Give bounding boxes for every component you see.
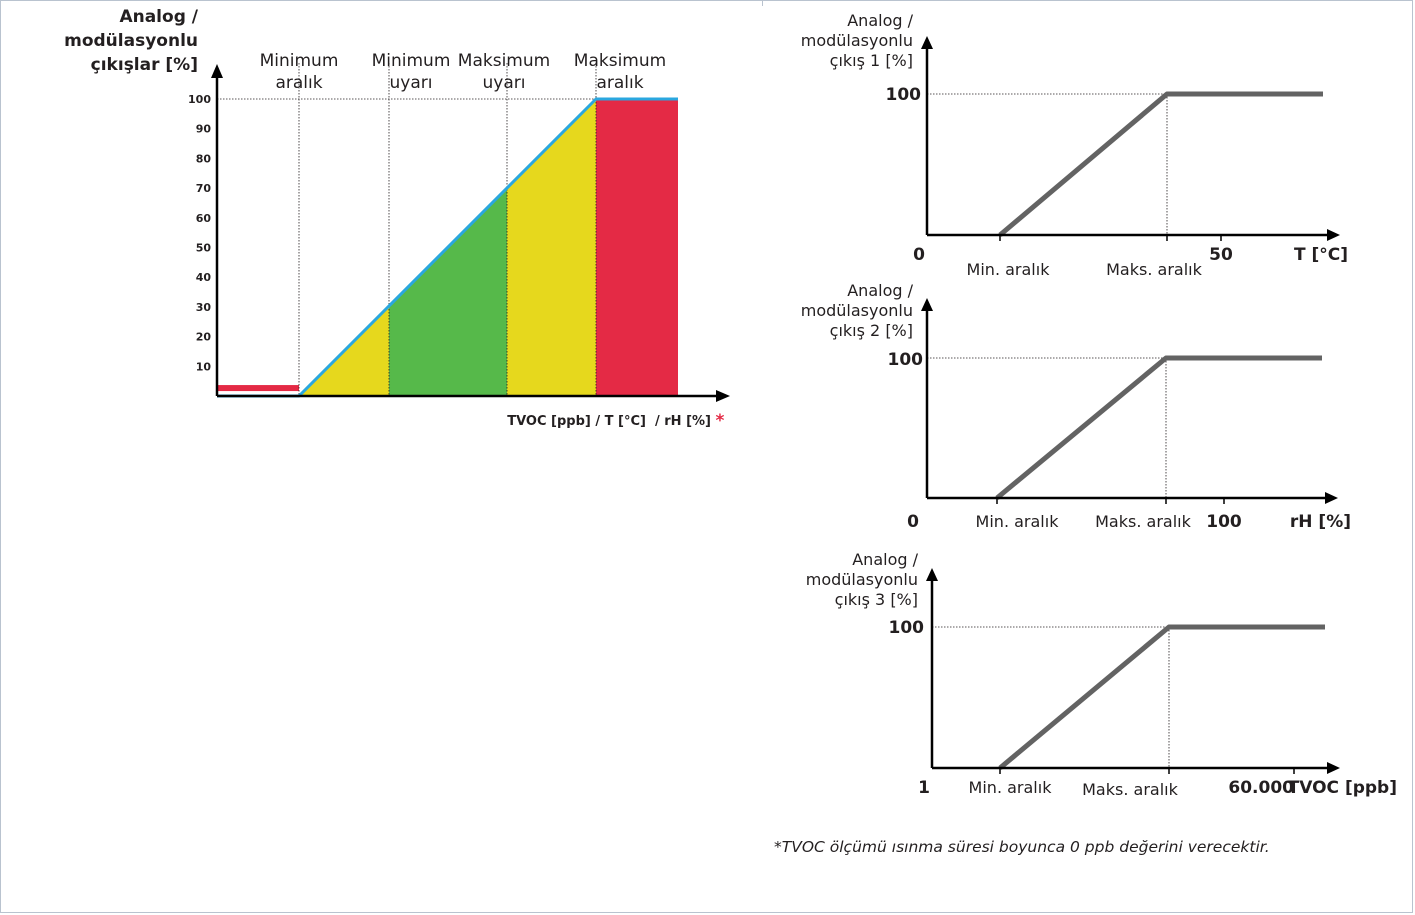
- min-range-label: Min. aralık: [976, 512, 1060, 531]
- footnote: *TVOC ölçümü ısınma süresi boyunca 0 ppb…: [774, 838, 1270, 856]
- zone-fill-max-block: [596, 99, 678, 396]
- zone-label-2: Minimum: [372, 51, 451, 71]
- zone-label-3: uyarı: [483, 73, 526, 93]
- max-range-label: Maks. aralık: [1095, 512, 1191, 531]
- small-chart-1: [921, 36, 1340, 241]
- panel-divider: [762, 0, 763, 6]
- small-ylabel-line: Analog /: [852, 550, 918, 569]
- zone-fill-3: [507, 99, 596, 396]
- main-xlabel-asterisk: *: [716, 411, 725, 431]
- small-ylabel-line: Analog /: [847, 281, 913, 300]
- x-tick-start: 1: [918, 778, 930, 798]
- x-tick-start: 0: [907, 512, 919, 532]
- zone-label-2: uyarı: [390, 73, 433, 93]
- y-tick-label: 90: [196, 123, 212, 136]
- small-ylabel-line: modülasyonlu: [801, 301, 913, 320]
- y-axis-arrow: [921, 36, 933, 49]
- y-axis-arrow: [926, 568, 938, 581]
- y-axis-arrow: [211, 64, 223, 78]
- y-tick-100: 100: [889, 618, 925, 638]
- main-ylabel-line: modülasyonlu: [64, 31, 198, 51]
- min-range-label: Min. aralık: [969, 778, 1053, 797]
- y-tick-label: 20: [196, 331, 212, 344]
- max-range-label: Maks. aralık: [1106, 260, 1202, 279]
- x-axis-title: T [°C]: [1294, 245, 1348, 265]
- x-tick-end: 100: [1206, 512, 1242, 532]
- y-tick-label: 100: [188, 93, 211, 106]
- zone-label-4: Maksimum: [574, 51, 666, 71]
- y-tick-100: 100: [886, 85, 922, 105]
- y-tick-label: 30: [196, 301, 212, 314]
- x-axis-arrow: [1327, 229, 1340, 241]
- x-tick-start: 0: [913, 245, 925, 265]
- ramp-line: [998, 624, 1325, 770]
- y-tick-label: 40: [196, 271, 212, 284]
- zone-label-3: Maksimum: [458, 51, 550, 71]
- x-axis-title: rH [%]: [1290, 512, 1351, 532]
- main-xlabel: TVOC [ppb] / T [°C] / rH [%]: [507, 414, 711, 429]
- small-ylabel-line: çıkış 2 [%]: [830, 321, 913, 340]
- y-tick-label: 10: [196, 360, 212, 373]
- y-tick-label: 60: [196, 212, 212, 225]
- zone-fill-min-band: [217, 385, 299, 392]
- zone-label-1: Minimum: [260, 51, 339, 71]
- y-axis-arrow: [921, 298, 933, 311]
- y-tick-100: 100: [888, 350, 924, 370]
- main-chart: [211, 63, 730, 402]
- x-tick-end: 50: [1209, 245, 1233, 265]
- small-chart-3: [926, 568, 1340, 774]
- max-range-label: Maks. aralık: [1082, 780, 1178, 799]
- y-tick-label: 70: [196, 182, 212, 195]
- main-ylabel-line: çıkışlar [%]: [91, 55, 198, 75]
- main-ylabel-line: Analog /: [119, 7, 198, 27]
- ramp-line: [995, 355, 1322, 500]
- ramp-line: [998, 91, 1323, 237]
- min-range-label: Min. aralık: [967, 260, 1051, 279]
- small-ylabel-line: çıkış 3 [%]: [835, 590, 918, 609]
- small-ylabel-line: Analog /: [847, 11, 913, 30]
- zone-label-4: aralık: [596, 73, 643, 93]
- x-axis-title: TVOC [ppb]: [1288, 778, 1397, 798]
- x-axis-arrow: [1325, 492, 1338, 504]
- x-tick-end: 60.000: [1228, 778, 1294, 798]
- x-axis-arrow: [1327, 762, 1340, 774]
- small-ylabel-line: modülasyonlu: [806, 570, 918, 589]
- y-tick-label: 80: [196, 152, 212, 165]
- x-axis-arrow: [716, 390, 730, 402]
- small-chart-2: [921, 298, 1338, 504]
- y-tick-label: 50: [196, 242, 212, 255]
- zone-fill-2: [389, 188, 507, 396]
- small-ylabel-line: çıkış 1 [%]: [830, 51, 913, 70]
- zone-label-1: aralık: [275, 73, 322, 93]
- small-ylabel-line: modülasyonlu: [801, 31, 913, 50]
